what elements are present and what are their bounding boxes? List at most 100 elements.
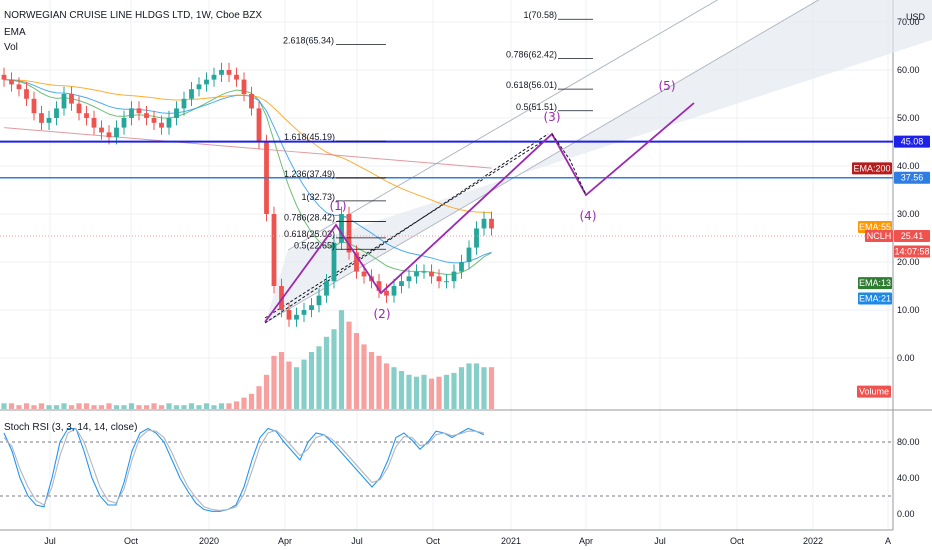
wave-label: (1) (330, 199, 347, 213)
volume-bar (391, 367, 397, 409)
price-badge (852, 162, 892, 175)
candle-body (196, 84, 202, 90)
stoch-line-k (3, 427, 485, 512)
volume-bar (158, 405, 165, 409)
volume-bar (451, 372, 457, 409)
candle-body (204, 79, 209, 85)
candle-body (331, 242, 337, 282)
candle-body (24, 89, 29, 99)
candle-body (376, 281, 382, 291)
price-tick: 10.00 (897, 305, 920, 315)
volume-bar (271, 355, 277, 409)
volume-bar (421, 374, 427, 409)
candle-body (166, 118, 172, 128)
price-badge-label: EMA:21 (859, 293, 891, 303)
channel-fill (265, 0, 932, 323)
time-tick: 2021 (501, 536, 521, 546)
time-tick: Jul (44, 536, 56, 546)
candle-body (69, 94, 74, 104)
stoch-line-d (3, 427, 485, 511)
volume-bar (353, 333, 360, 409)
volume-bar (113, 405, 120, 409)
wave-label: (4) (580, 209, 597, 223)
volume-bar (218, 403, 225, 409)
time-tick: 2022 (803, 536, 823, 546)
time-tick: Apr (278, 536, 292, 546)
ema-line (3, 79, 492, 276)
horizontal-levels[interactable] (0, 140, 893, 237)
fib-label: 1(70.58) (523, 10, 557, 20)
ema-lines (3, 79, 492, 276)
volume-bar (436, 376, 442, 409)
time-tick: Apr (579, 536, 593, 546)
candle-body (481, 218, 487, 229)
volume-bar (263, 374, 270, 409)
fib-label: 0.618(56.01) (506, 80, 557, 90)
volume-bar (301, 359, 307, 409)
candle-body (39, 113, 44, 123)
fib-levels[interactable]: 2.618(65.34) 1.618(45.19) 1.236(37.49) 1(32… (283, 10, 593, 250)
candle-body (181, 98, 187, 109)
price-badge-label: Volume (859, 387, 889, 397)
volume-bar (1, 403, 7, 409)
ema-legend[interactable]: EMA (4, 27, 26, 38)
stoch-rsi-pane (0, 427, 893, 512)
candle-body (421, 271, 427, 273)
price-badge (894, 230, 930, 243)
candle-body (241, 79, 247, 94)
volume-bar (308, 352, 315, 409)
candle-body (129, 108, 134, 118)
price-unit: USD (906, 12, 926, 22)
candle-body (159, 122, 164, 128)
price-badge-label: EMA:55 (859, 222, 891, 232)
time-tick: Oct (730, 536, 745, 546)
volume-bar (286, 361, 292, 409)
price-badge (858, 277, 892, 290)
candle-body (489, 218, 494, 229)
volume-bar (466, 363, 472, 409)
volume-bar (83, 403, 90, 409)
candle-body (271, 214, 277, 286)
volume-bar (346, 321, 352, 409)
fib-label: 0.618(25.03) (284, 229, 335, 239)
volume-bar (338, 310, 345, 409)
candle-body (54, 108, 59, 118)
price-badge (857, 385, 891, 398)
candle-body (84, 113, 89, 118)
price-tick: 20.00 (897, 257, 920, 267)
price-badge (894, 245, 930, 258)
candle-body (451, 271, 457, 282)
volume-bar (376, 355, 382, 409)
fib-label: 2.618(65.34) (283, 35, 334, 45)
candle-body (406, 276, 412, 282)
volume-bar (473, 363, 480, 409)
volume-bar (226, 403, 232, 409)
fib-label: 0.5(51.51) (516, 102, 557, 112)
wave-label: (3) (544, 110, 561, 124)
elliott-wave[interactable]: (1) (2) (3) (4) (5) (264, 79, 695, 323)
volume-bar (143, 405, 150, 409)
volume-bar (61, 403, 67, 409)
candle-body (294, 314, 299, 320)
candle-body (46, 118, 52, 123)
candle-body (414, 271, 419, 277)
volume-bar (248, 393, 255, 409)
candle-body (144, 113, 149, 118)
candle-body (31, 98, 37, 114)
price-tick: 70.00 (897, 17, 920, 27)
volume-legend[interactable]: Vol (4, 42, 18, 53)
ema-line (3, 79, 492, 214)
candle-body (76, 103, 82, 114)
volume-bar (8, 403, 15, 409)
stoch-rsi-legend[interactable]: Stoch RSI (3, 3, 14, 14, close) (4, 422, 138, 433)
volume-bar (233, 401, 240, 409)
volume-bar (323, 336, 330, 409)
candle-body (301, 310, 307, 315)
price-badge (894, 171, 930, 184)
volume-bar (293, 367, 300, 409)
stoch-tick: 0.00 (897, 509, 915, 519)
volume-bar (68, 405, 75, 409)
candle-body (151, 118, 157, 123)
fib-label: 1(32.73) (301, 192, 335, 202)
